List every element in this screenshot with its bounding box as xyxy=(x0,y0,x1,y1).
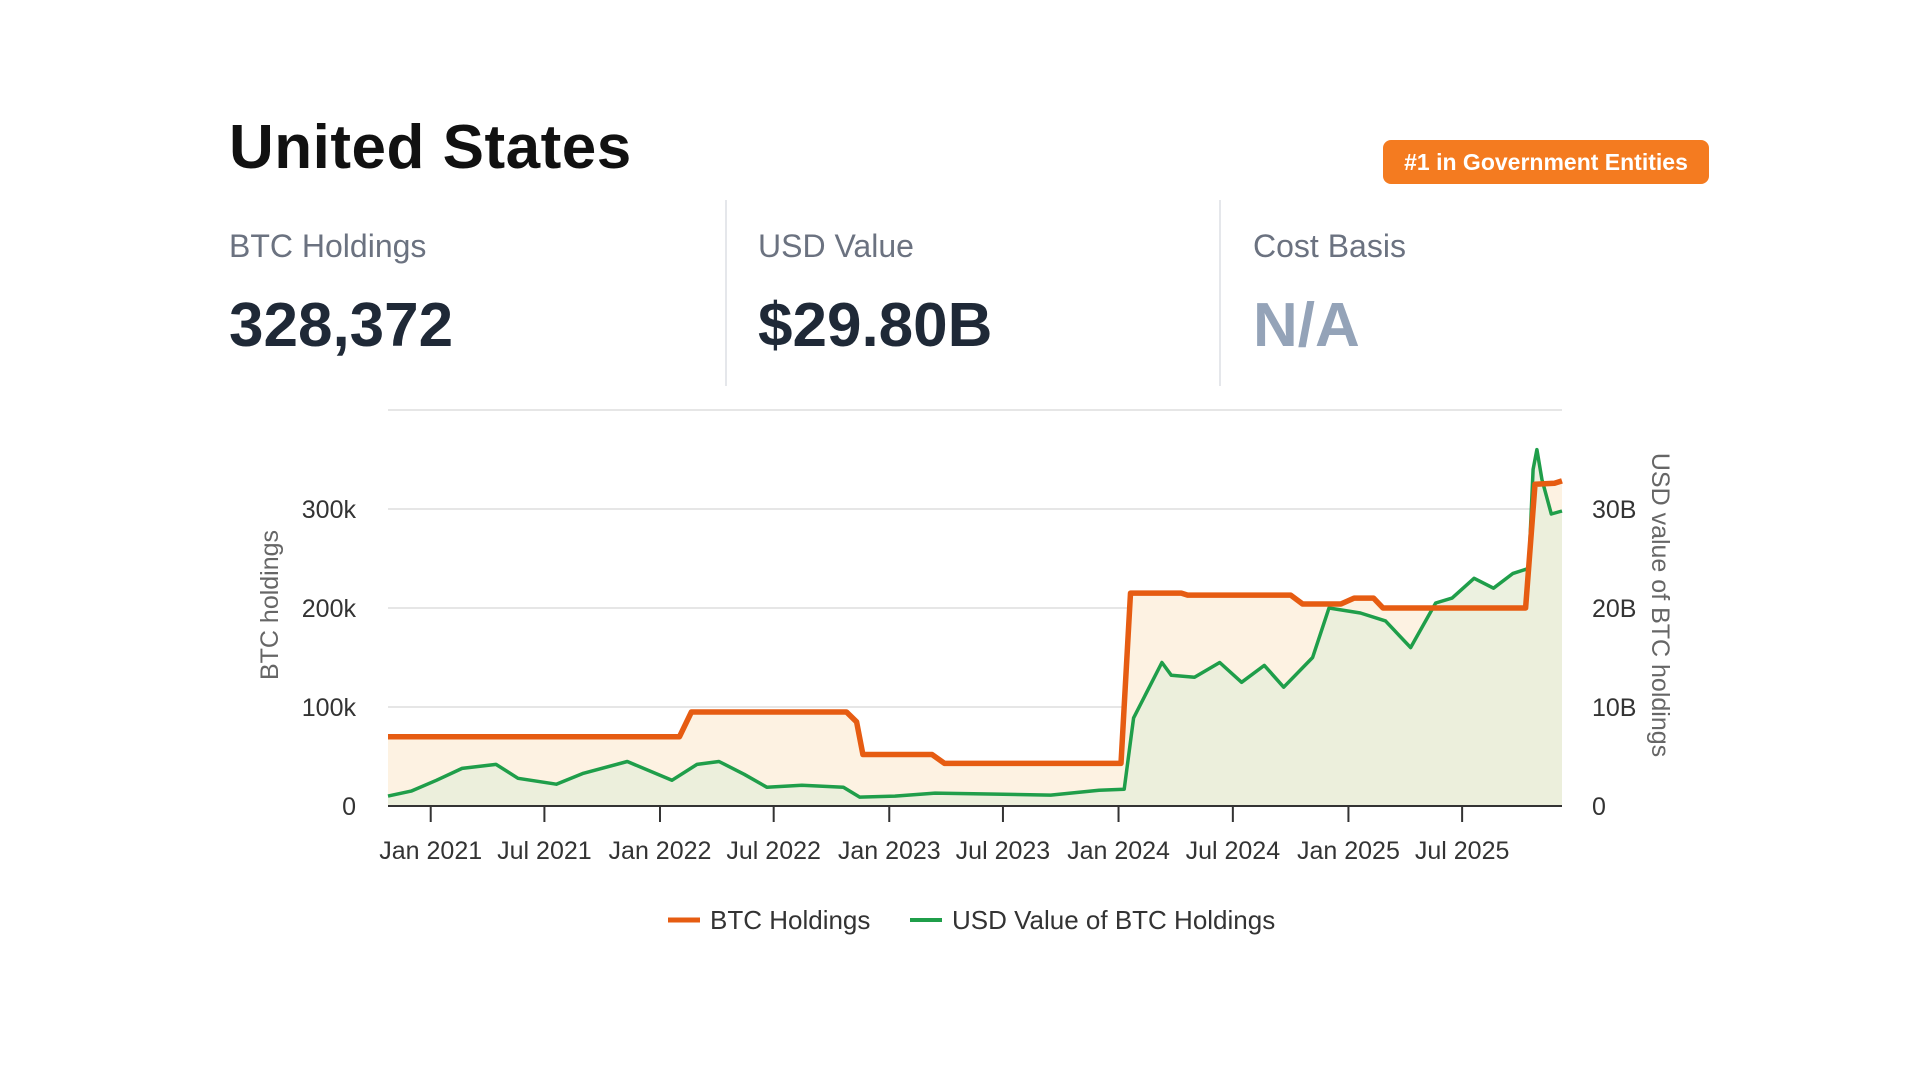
stat-divider xyxy=(1219,200,1221,386)
axes: 0 100k 200k 300k 0 10B 20B 30B Jan 2021 Jul 2021 J… xyxy=(256,453,1674,865)
series-lines xyxy=(387,447,1563,799)
btc-holdings-line xyxy=(388,478,1563,767)
stat-cost-basis: Cost Basis N/A xyxy=(1253,200,1703,386)
x-tick-label: Jan 2021 xyxy=(379,837,482,865)
stat-btc-holdings: BTC Holdings 328,372 xyxy=(229,200,709,386)
x-tick-label: Jan 2023 xyxy=(838,837,941,865)
x-tick-label: Jul 2023 xyxy=(956,837,1051,865)
y-right-tick-label: 20B xyxy=(1592,595,1636,623)
rank-badge: #1 in Government Entities xyxy=(1383,140,1709,184)
x-tick-label: Jan 2022 xyxy=(609,837,712,865)
x-tick-label: Jul 2024 xyxy=(1186,837,1281,865)
y-right-tick-label: 0 xyxy=(1592,793,1606,821)
stat-divider xyxy=(725,200,727,386)
stat-value: $29.80B xyxy=(758,291,993,360)
stat-label: Cost Basis xyxy=(1253,228,1406,264)
stat-value: 328,372 xyxy=(229,291,454,360)
stat-label: BTC Holdings xyxy=(229,228,427,264)
y-left-tick-label: 300k xyxy=(302,496,357,524)
stat-usd-value: USD Value $29.80B xyxy=(758,200,1208,386)
page-title: United States xyxy=(229,113,632,182)
y-right-tick-label: 10B xyxy=(1592,694,1636,722)
y-right-axis-title: USD value of BTC holdings xyxy=(1646,453,1674,757)
stat-value: N/A xyxy=(1253,291,1360,360)
usd-value-line xyxy=(387,447,1563,799)
y-right-tick-label: 30B xyxy=(1592,496,1636,524)
area-fills xyxy=(388,449,1562,806)
x-tick-label: Jan 2024 xyxy=(1067,837,1170,865)
y-left-axis-title: BTC holdings xyxy=(256,530,284,680)
x-tick-label: Jul 2025 xyxy=(1415,837,1510,865)
y-left-tick-label: 100k xyxy=(302,694,357,722)
x-tick-label: Jul 2021 xyxy=(497,837,592,865)
legend: BTC Holdings USD Value of BTC Holdings xyxy=(668,905,1275,935)
y-left-tick-label: 0 xyxy=(342,793,356,821)
legend-label-usd: USD Value of BTC Holdings xyxy=(952,905,1275,935)
legend-label-btc: BTC Holdings xyxy=(710,905,870,935)
usd-value-area xyxy=(388,449,1562,806)
stat-label: USD Value xyxy=(758,228,914,264)
x-tick-label: Jan 2025 xyxy=(1297,837,1400,865)
x-tick-label: Jul 2022 xyxy=(726,837,821,865)
y-left-tick-label: 200k xyxy=(302,595,357,623)
